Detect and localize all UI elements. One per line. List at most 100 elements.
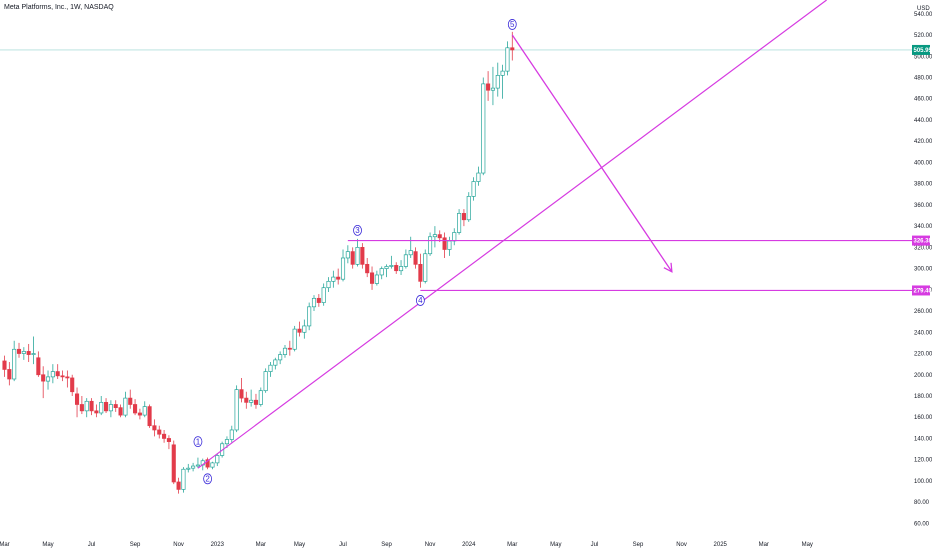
y-tick-label: 340.00 xyxy=(914,224,932,230)
x-tick-label: Nov xyxy=(173,542,184,548)
candle-body xyxy=(229,429,234,440)
candle-body xyxy=(273,359,278,366)
candle-body xyxy=(84,400,89,412)
candle-body xyxy=(195,464,200,467)
candle-body xyxy=(278,354,283,361)
y-tick-label: 400.00 xyxy=(914,160,932,166)
candle-body xyxy=(65,376,70,379)
projection-arrow[interactable] xyxy=(511,34,673,273)
candle-body xyxy=(311,297,317,308)
candle-body xyxy=(418,263,423,282)
x-tick-label: Nov xyxy=(425,542,436,548)
candle-body xyxy=(162,433,167,439)
candle-body xyxy=(224,439,230,445)
candle-body xyxy=(239,389,244,399)
candle-body xyxy=(176,481,181,490)
wave-label: 2 xyxy=(205,475,210,484)
candle-body xyxy=(12,348,17,380)
candle-body xyxy=(384,266,389,269)
wave-label: 4 xyxy=(418,296,423,305)
y-tick-label: 200.00 xyxy=(914,373,932,379)
y-tick-label: 380.00 xyxy=(914,182,932,188)
x-tick-label: Jul xyxy=(339,542,347,548)
chart-title: Meta Platforms, Inc., 1W, NASDAQ xyxy=(4,4,114,11)
candle-body xyxy=(249,399,254,403)
candle-body xyxy=(500,70,505,76)
x-tick-label: Sep xyxy=(130,542,141,548)
y-tick-label: 220.00 xyxy=(914,352,932,358)
wave-label-circle xyxy=(507,19,517,30)
candle-body xyxy=(104,402,109,412)
candle-body xyxy=(74,393,80,405)
candle-body xyxy=(166,438,171,442)
candle-body xyxy=(2,360,7,370)
candle-body xyxy=(191,465,196,469)
candle-body xyxy=(7,369,12,380)
level-price-label: 326.38 xyxy=(914,239,932,245)
y-tick-label: 320.00 xyxy=(914,245,932,251)
candle-body xyxy=(486,83,491,91)
candle-body xyxy=(336,276,341,280)
x-tick-label: Mar xyxy=(759,542,769,548)
x-tick-label: May xyxy=(802,542,813,548)
candle-body xyxy=(399,266,404,272)
candle-body xyxy=(157,429,162,435)
candle-body xyxy=(408,250,413,256)
y-tick-label: 140.00 xyxy=(914,436,932,442)
y-tick-label: 60.00 xyxy=(914,521,930,527)
candle-body xyxy=(108,404,113,412)
candle-body xyxy=(355,247,360,265)
x-tick-label: 2025 xyxy=(714,542,728,548)
candle-body xyxy=(94,410,99,414)
candle-body xyxy=(432,234,437,238)
candle-body xyxy=(428,236,433,255)
candle-body xyxy=(457,213,462,233)
y-tick-label: 100.00 xyxy=(914,479,932,485)
x-tick-label: May xyxy=(550,542,561,548)
candle-body xyxy=(210,462,215,468)
candle-body xyxy=(389,265,394,267)
candle-body xyxy=(253,399,259,405)
candle-body xyxy=(45,376,51,382)
candle-body xyxy=(379,268,384,276)
wave-label-circle xyxy=(193,436,203,448)
level-price-tag xyxy=(912,235,930,246)
candle-body xyxy=(234,389,239,431)
candle-body xyxy=(297,328,302,333)
x-tick-label: Mar xyxy=(0,542,10,548)
candle-body xyxy=(340,257,346,280)
candle-body xyxy=(89,400,94,412)
candle-body xyxy=(466,196,471,221)
x-tick-label: Jul xyxy=(591,542,599,548)
candle-body xyxy=(447,240,452,250)
candle-body xyxy=(413,251,418,265)
candle-body xyxy=(123,397,128,416)
candle-body xyxy=(461,213,466,221)
candle-body xyxy=(481,83,486,174)
trend-line[interactable] xyxy=(197,0,827,469)
wave-label-circle xyxy=(203,473,213,485)
y-tick-label: 180.00 xyxy=(914,394,932,400)
level-price-label: 279.40 xyxy=(914,288,932,294)
projection-arrow-head xyxy=(663,262,673,273)
y-tick-label: 460.00 xyxy=(914,97,932,103)
y-tick-label: 520.00 xyxy=(914,33,932,39)
candle-body xyxy=(16,348,22,354)
candle-body xyxy=(258,390,263,405)
y-tick-label: 240.00 xyxy=(914,330,932,336)
candle-body xyxy=(152,425,157,431)
candle-body xyxy=(186,467,191,470)
y-tick-label: 300.00 xyxy=(914,267,932,273)
candle-body xyxy=(505,47,510,72)
candle-body xyxy=(205,459,210,468)
x-tick-label: Sep xyxy=(633,542,644,548)
candle-body xyxy=(244,397,249,403)
candle-body xyxy=(302,325,307,333)
x-tick-label: May xyxy=(42,542,53,548)
candle-body xyxy=(452,232,457,242)
y-tick-label: 480.00 xyxy=(914,75,932,81)
candle-body xyxy=(79,404,84,412)
wave-label-circle xyxy=(353,224,362,236)
x-tick-label: May xyxy=(294,542,305,548)
